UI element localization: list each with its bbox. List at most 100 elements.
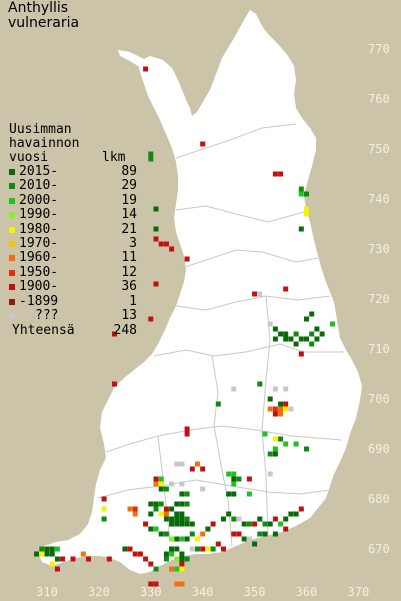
observation-square	[231, 471, 237, 477]
observation-square	[267, 521, 273, 527]
x-tick-label: 370	[348, 585, 370, 599]
observation-square	[319, 331, 325, 337]
legend-item-label: 2015-	[19, 164, 59, 179]
legend-item-count: 12	[121, 264, 137, 280]
observation-square	[200, 466, 206, 472]
observation-square	[49, 561, 55, 567]
y-tick-label: 710	[368, 342, 390, 356]
species-title: Anthyllis vulneraria	[8, 1, 79, 31]
legend-item-label: 1980-	[19, 221, 59, 237]
observation-square	[163, 511, 169, 517]
observation-square	[148, 561, 154, 567]
observation-square	[304, 446, 309, 452]
observation-square	[293, 511, 299, 517]
observation-square	[179, 491, 185, 497]
y-tick-label: 690	[368, 442, 390, 456]
observation-square	[184, 556, 190, 562]
observation-square	[39, 551, 45, 557]
observation-square	[174, 566, 180, 572]
observation-square	[278, 406, 284, 412]
observation-square	[205, 546, 211, 552]
legend-swatch	[9, 183, 15, 190]
observation-square	[272, 326, 278, 332]
observation-square	[272, 171, 278, 177]
observation-square	[127, 546, 133, 552]
observation-square	[288, 336, 294, 342]
observation-square	[179, 551, 185, 557]
legend-item: 1950- 12	[9, 264, 137, 280]
observation-square	[272, 411, 278, 417]
observation-square	[226, 511, 232, 517]
observation-square	[246, 521, 252, 527]
legend-item-label: 2010-	[19, 178, 59, 194]
legend-item-label: 2000-	[19, 192, 59, 208]
legend-item-label: 1900-	[19, 279, 59, 295]
observation-square	[179, 516, 185, 522]
observation-square	[179, 501, 185, 507]
legend-item: 1980- 21	[9, 221, 137, 237]
observation-square	[304, 316, 309, 322]
legend-item: 2010- 29	[9, 178, 137, 194]
observation-square	[34, 551, 40, 557]
observation-square	[278, 331, 284, 337]
observation-square	[148, 511, 154, 517]
observation-square	[231, 531, 237, 537]
legend-item-count: 13	[121, 307, 137, 323]
observation-square	[314, 336, 320, 342]
observation-square	[163, 551, 169, 557]
observation-square	[309, 311, 315, 317]
legend-swatch	[9, 197, 15, 204]
observation-square	[298, 191, 304, 197]
y-tick-label: 770	[368, 42, 390, 56]
observation-square	[101, 506, 107, 512]
observation-square	[236, 476, 242, 482]
observation-square	[288, 406, 294, 412]
observation-square	[153, 476, 159, 482]
observation-square	[272, 436, 278, 442]
observation-square	[262, 431, 268, 437]
observation-square	[236, 516, 242, 522]
observation-square	[174, 516, 180, 522]
observation-square	[231, 491, 237, 497]
observation-square	[122, 546, 128, 552]
observation-square	[44, 551, 50, 557]
observation-square	[283, 406, 289, 412]
observation-square	[174, 501, 180, 507]
observation-square	[195, 461, 200, 467]
observation-square	[189, 546, 195, 552]
observation-square	[283, 516, 289, 522]
observation-square	[153, 481, 159, 487]
legend-swatch	[9, 312, 15, 319]
observation-square	[298, 186, 304, 192]
observation-square	[184, 256, 190, 262]
observation-square	[153, 501, 159, 507]
legend-item-label: 1950-	[19, 264, 59, 280]
x-tick-label: 330	[140, 585, 162, 599]
observation-square	[288, 511, 294, 517]
y-axis-ticks: 770 760 750 740 730 720 710 700 690 680 670	[368, 42, 390, 556]
species-title-line1: Anthyllis	[8, 0, 69, 16]
legend-total-label: Yhteensä	[12, 323, 75, 339]
x-axis-ticks: 310 320 330 340 350 360 370	[36, 585, 369, 599]
observation-square	[153, 236, 159, 242]
observation-square	[179, 561, 185, 567]
legend-item-count: 11	[121, 250, 137, 266]
legend-item: 1990- 14	[9, 208, 137, 222]
legend-item-label: 1960-	[19, 250, 59, 266]
observation-square	[246, 476, 252, 482]
observation-square	[179, 536, 185, 542]
observation-square	[54, 566, 60, 572]
observation-square	[283, 331, 289, 337]
legend-swatch	[9, 212, 15, 219]
legend-item-count: 3	[129, 235, 137, 251]
observation-square	[54, 556, 60, 562]
observation-square	[272, 531, 278, 537]
observation-square	[158, 481, 164, 487]
observation-square	[158, 501, 164, 507]
observation-square	[267, 406, 273, 412]
observation-square	[267, 396, 273, 402]
y-tick-label: 670	[368, 542, 390, 556]
y-tick-label: 700	[368, 392, 390, 406]
observation-points	[34, 66, 335, 587]
legend-rows: 2015- 89 2010- 29 2000- 19 1990- 14 1980- 21 1970-…	[9, 164, 137, 323]
